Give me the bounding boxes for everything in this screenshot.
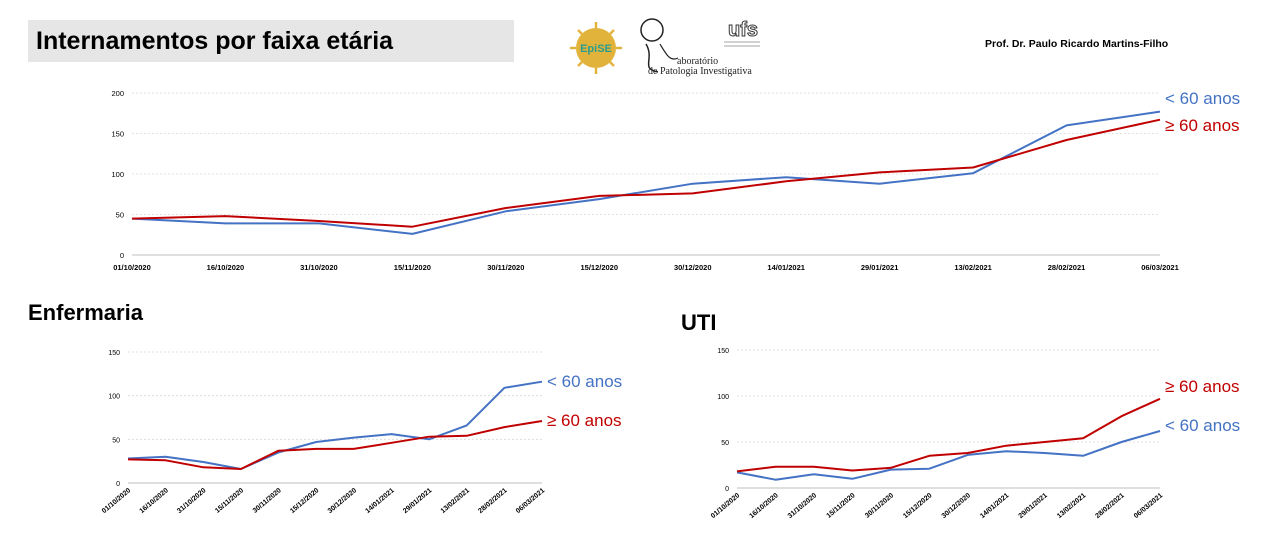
x-tick-label: 15/11/2020 xyxy=(394,263,431,272)
x-tick-label: 30/11/2020 xyxy=(487,263,524,272)
x-tick-label: 15/12/2020 xyxy=(902,492,933,520)
x-tick-label: 15/11/2020 xyxy=(214,487,245,515)
x-tick-label: 31/10/2020 xyxy=(787,492,818,520)
y-tick-label: 0 xyxy=(120,251,124,260)
y-tick-label: 150 xyxy=(717,348,729,355)
x-tick-label: 14/01/2021 xyxy=(979,492,1010,520)
y-tick-label: 200 xyxy=(111,89,124,98)
x-tick-label: 01/10/2020 xyxy=(101,487,132,515)
x-tick-label: 28/02/2021 xyxy=(1048,263,1086,272)
y-tick-label: 100 xyxy=(717,394,729,401)
series-line-under60 xyxy=(127,380,543,470)
series-line-under60 xyxy=(736,430,1161,481)
x-tick-label: 13/02/2021 xyxy=(954,263,992,272)
x-tick-label: 06/03/2021 xyxy=(1133,492,1164,520)
x-tick-label: 01/10/2020 xyxy=(710,492,741,520)
x-tick-label: 06/03/2021 xyxy=(515,487,546,515)
x-tick-label: 14/01/2021 xyxy=(364,487,395,515)
page-title: Internamentos por faixa etária xyxy=(36,27,394,55)
x-tick-label: 14/01/2021 xyxy=(767,263,805,272)
epise-logo-text: EpiSE xyxy=(580,43,612,55)
x-tick-label: 28/02/2021 xyxy=(477,487,508,515)
ufs-logo-text: ufs xyxy=(728,19,758,41)
x-tick-label: 16/10/2020 xyxy=(139,487,170,515)
x-tick-label: 30/12/2020 xyxy=(327,487,358,515)
x-tick-label: 31/10/2020 xyxy=(300,263,338,272)
epise-logo-icon: EpiSE xyxy=(570,22,622,74)
lab-logo-icon: aboratório de Patologia Investigativa xyxy=(640,18,752,77)
series-line-over60 xyxy=(736,397,1161,473)
x-tick-label: 16/10/2020 xyxy=(748,492,779,520)
author-name: Prof. Dr. Paulo Ricardo Martins-Filho xyxy=(985,38,1169,50)
series-line-over60 xyxy=(131,118,1161,228)
x-tick-label: 13/02/2021 xyxy=(440,487,471,515)
x-tick-label: 15/12/2020 xyxy=(289,487,320,515)
y-tick-label: 0 xyxy=(725,486,729,493)
x-tick-label: 15/11/2020 xyxy=(826,492,857,520)
series-label-over60: ≥ 60 anos xyxy=(1165,116,1240,135)
x-tick-label: 16/10/2020 xyxy=(207,263,245,272)
series-label-under60: < 60 anos xyxy=(1165,416,1240,435)
y-tick-label: 150 xyxy=(111,130,124,139)
y-tick-label: 50 xyxy=(112,437,120,444)
x-tick-label: 06/03/2021 xyxy=(1141,263,1179,272)
x-tick-label: 29/01/2021 xyxy=(402,487,433,515)
x-tick-label: 13/02/2021 xyxy=(1056,492,1087,520)
y-tick-label: 100 xyxy=(111,170,124,179)
y-tick-label: 0 xyxy=(116,481,120,488)
ward-section-title: Enfermaria xyxy=(28,300,143,325)
x-tick-label: 30/11/2020 xyxy=(252,487,283,515)
x-tick-label: 31/10/2020 xyxy=(176,487,207,515)
icu-section-title: UTI xyxy=(681,310,717,335)
series-label-over60: ≥ 60 anos xyxy=(1165,377,1240,396)
chart-uti: 0 50 100 150 01/10/2020 16/10/2020 31/10/2020 1… xyxy=(710,348,1240,520)
x-tick-label: 29/01/2021 xyxy=(861,263,899,272)
x-tick-label: 30/12/2020 xyxy=(674,263,712,272)
x-tick-label: 29/01/2021 xyxy=(1018,492,1049,520)
x-tick-label: 30/12/2020 xyxy=(941,492,972,520)
x-tick-label: 30/11/2020 xyxy=(864,492,895,520)
y-tick-label: 150 xyxy=(108,350,120,357)
x-tick-label: 01/10/2020 xyxy=(113,263,151,272)
series-label-over60: ≥ 60 anos xyxy=(547,411,622,430)
series-line-under60 xyxy=(131,110,1161,235)
x-tick-label: 15/12/2020 xyxy=(580,263,618,272)
series-line-over60 xyxy=(127,420,543,470)
series-label-under60: < 60 anos xyxy=(1165,89,1240,108)
ufs-logo-icon: ufs xyxy=(724,19,760,47)
y-tick-label: 50 xyxy=(116,211,124,220)
y-tick-label: 100 xyxy=(108,394,120,401)
lab-logo-line1: aboratório xyxy=(677,56,718,67)
title-banner xyxy=(28,20,514,62)
logos: EpiSE aboratório de Patologia Investigat… xyxy=(570,18,760,77)
y-tick-label: 50 xyxy=(721,440,729,447)
x-tick-label: 28/02/2021 xyxy=(1094,492,1125,520)
lab-logo-line2: de Patologia Investigativa xyxy=(648,66,752,77)
series-label-under60: < 60 anos xyxy=(547,372,622,391)
chart-main: 0 50 100 150 200 01/10/2020 16/10/2020 31/10/20… xyxy=(111,89,1240,272)
